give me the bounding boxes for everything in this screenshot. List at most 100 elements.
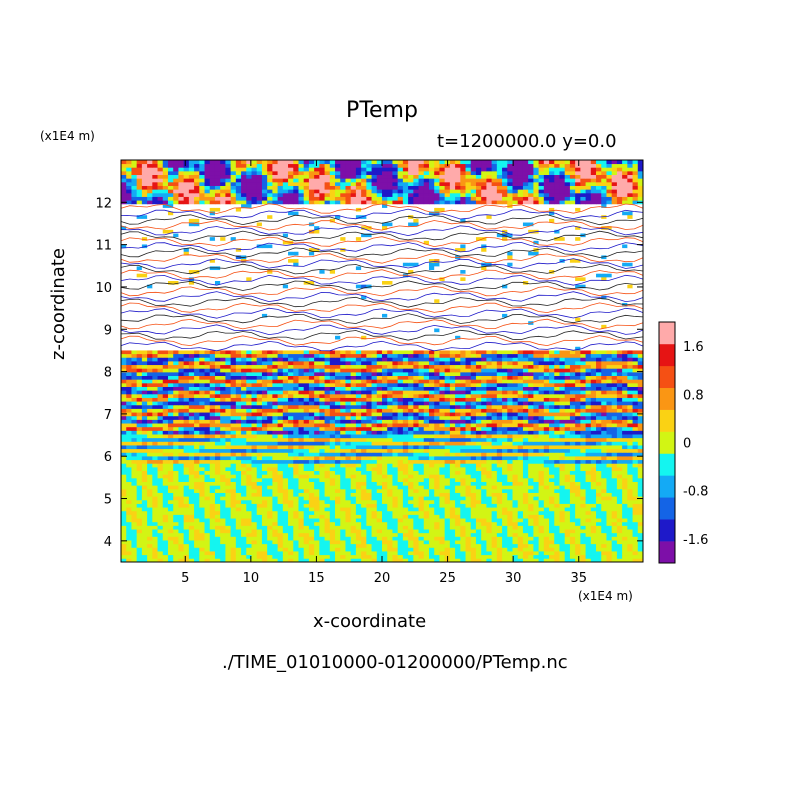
heatmap-cell (496, 503, 503, 508)
heatmap-cell (319, 543, 325, 548)
heatmap-cell (517, 536, 524, 541)
heatmap-cell (282, 503, 289, 508)
heatmap-cell (293, 463, 299, 468)
heatmap-cell (528, 386, 534, 391)
heatmap-cell (230, 423, 237, 428)
heatmap-cell (303, 448, 310, 453)
heatmap-cell (267, 463, 273, 468)
heatmap-cell (121, 514, 127, 519)
heatmap-cell (517, 408, 524, 413)
heatmap-cell (152, 379, 158, 384)
heatmap-cell (335, 419, 341, 424)
heatmap-cell (402, 551, 409, 556)
heatmap-cell (141, 397, 148, 402)
heatmap-cell (183, 430, 190, 435)
heatmap-cell (512, 430, 519, 435)
heatmap-cell (272, 543, 278, 548)
heatmap-cell (324, 547, 331, 552)
heatmap-cell (376, 419, 383, 424)
heatmap-cell (371, 532, 378, 537)
heatmap-cell (282, 401, 289, 406)
heatmap-cell (543, 547, 550, 552)
heatmap-cell (141, 518, 148, 523)
heatmap-cell (350, 492, 357, 497)
heatmap-cell (616, 404, 623, 409)
heatmap-cell (256, 379, 263, 384)
heatmap-cell (596, 426, 602, 431)
heatmap-cell (460, 408, 466, 413)
heatmap-cell (225, 518, 232, 523)
heatmap-cell (481, 441, 487, 446)
heatmap-cell (637, 503, 644, 508)
heatmap-cell (622, 459, 628, 464)
heatmap-cell (288, 459, 294, 464)
heatmap-cell (481, 452, 487, 457)
heatmap-cell (428, 382, 435, 387)
heatmap-cell (147, 445, 153, 450)
heatmap-cell (345, 466, 352, 472)
heatmap-cell (590, 496, 597, 501)
heatmap-cell (314, 408, 320, 413)
heatmap-cell (397, 382, 404, 387)
heatmap-cell (418, 532, 425, 537)
heatmap-cell (361, 466, 367, 472)
heatmap-cell (444, 430, 451, 435)
heatmap-cell (371, 485, 378, 490)
heatmap-cell (637, 485, 644, 490)
heatmap-cell (329, 529, 336, 534)
heatmap-cell (559, 456, 566, 461)
heatmap-cell (199, 474, 205, 479)
heatmap-cell (402, 426, 409, 431)
heatmap-cell (136, 474, 143, 479)
heatmap-cell (345, 514, 352, 519)
heatmap-cell (580, 390, 586, 395)
heatmap-cell (470, 430, 477, 435)
heatmap-cell (481, 492, 487, 497)
heatmap-cell (512, 551, 519, 556)
heatmap-cell (517, 499, 524, 504)
heatmap-cell (256, 551, 263, 556)
heatmap-cell (261, 543, 268, 548)
heatmap-cell (491, 514, 498, 519)
heatmap-cell (199, 481, 205, 486)
heatmap-cell (507, 536, 513, 541)
heatmap-cell (324, 477, 331, 482)
heatmap-cell (220, 434, 226, 439)
heatmap-cell (136, 488, 143, 493)
heatmap-cell (256, 390, 263, 395)
heatmap-cell (324, 397, 331, 402)
heatmap-cell (590, 477, 597, 482)
heatmap-cell (293, 456, 299, 461)
heatmap-cell (261, 496, 268, 501)
heatmap-cell (147, 415, 153, 420)
heatmap-cell (481, 448, 487, 453)
heatmap-cell (178, 452, 185, 457)
heatmap-cell (324, 448, 331, 453)
heatmap-cell (355, 529, 362, 534)
heatmap-cell (611, 503, 618, 508)
heatmap-cell (251, 463, 258, 468)
heatmap-cell (559, 547, 566, 552)
heatmap-cell (439, 540, 446, 545)
heatmap-cell (522, 415, 529, 420)
heatmap-cell (350, 543, 357, 548)
heatmap-cell (126, 477, 132, 482)
heatmap-cell (235, 558, 242, 563)
heatmap-cell (141, 426, 148, 431)
heatmap-cell (449, 477, 456, 482)
heatmap-cell (126, 419, 132, 424)
heatmap-cell (481, 459, 487, 464)
heatmap-cell (183, 408, 190, 413)
heatmap-cell (173, 463, 179, 468)
heatmap-cell (428, 485, 435, 490)
heatmap-cell (569, 518, 576, 523)
heatmap-cell (288, 529, 294, 534)
heatmap-cell (533, 404, 539, 409)
heatmap-cell (397, 390, 404, 395)
heatmap-cell (371, 463, 378, 468)
heatmap-cell (136, 437, 143, 442)
heatmap-cell (507, 481, 513, 486)
heatmap-cell (470, 470, 477, 475)
heatmap-cell (220, 518, 226, 523)
heatmap-cell (209, 393, 216, 398)
